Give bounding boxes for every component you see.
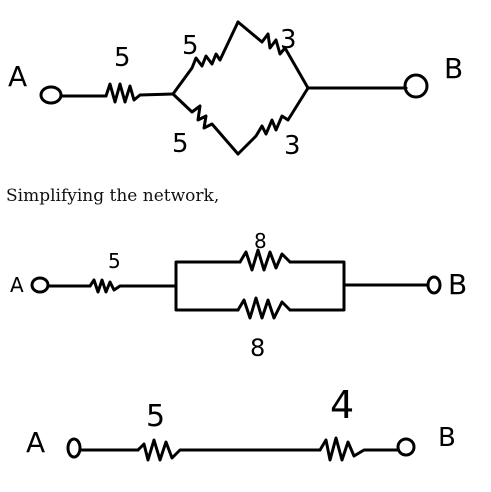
resistor-parallel-bottom xyxy=(236,296,292,320)
resistor-series-4 xyxy=(318,436,400,462)
resistor-upper-right-label: 3 xyxy=(280,25,297,55)
resistor-upper-left xyxy=(171,20,240,96)
resistor-upper-left-label: 5 xyxy=(182,31,199,61)
terminal-a-node xyxy=(39,85,63,105)
resistor-series-5-label-2: 5 xyxy=(108,249,121,273)
terminal-a-label-2: A xyxy=(10,273,24,297)
terminal-b-node xyxy=(403,73,429,99)
resistor-series-5 xyxy=(104,82,175,104)
resistor-series-4-label: 4 xyxy=(330,383,354,427)
resistor-parallel-bottom-label: 8 xyxy=(250,334,265,362)
resistor-parallel-top xyxy=(238,248,292,272)
diagram-3-series: A 5 4 B xyxy=(26,383,456,462)
terminal-a-label: A xyxy=(8,60,27,93)
resistor-lower-left xyxy=(171,92,240,156)
resistor-parallel-top-label: 8 xyxy=(254,229,267,253)
resistor-series-5-label: 5 xyxy=(114,43,131,73)
resistor-lower-right-label: 3 xyxy=(284,131,301,161)
terminal-a-node-2 xyxy=(30,276,50,294)
diagram-2-parallel: A 5 8 8 B xyxy=(10,229,467,362)
resistor-upper-right xyxy=(236,20,310,90)
terminal-b-label: B xyxy=(444,52,463,85)
terminal-b-label-3: B xyxy=(438,423,456,453)
terminal-b-node-3 xyxy=(396,437,416,457)
resistor-series-5-2 xyxy=(88,278,178,294)
resistor-lower-left-label: 5 xyxy=(172,129,189,159)
terminal-b-node-2 xyxy=(426,275,442,295)
resistor-lower-right xyxy=(236,86,310,156)
terminal-a-node-3 xyxy=(66,437,82,459)
simplification-caption: Simplifying the network, xyxy=(6,186,220,206)
terminal-b-label-2: B xyxy=(448,268,467,301)
terminal-a-label-3: A xyxy=(26,426,45,459)
resistor-series-5-label-3: 5 xyxy=(146,399,165,434)
parallel-frame xyxy=(174,260,346,312)
resistor-series-5-3 xyxy=(136,438,322,462)
diagram-1-bridge: A 5 5 3 5 3 B xyxy=(8,20,463,161)
